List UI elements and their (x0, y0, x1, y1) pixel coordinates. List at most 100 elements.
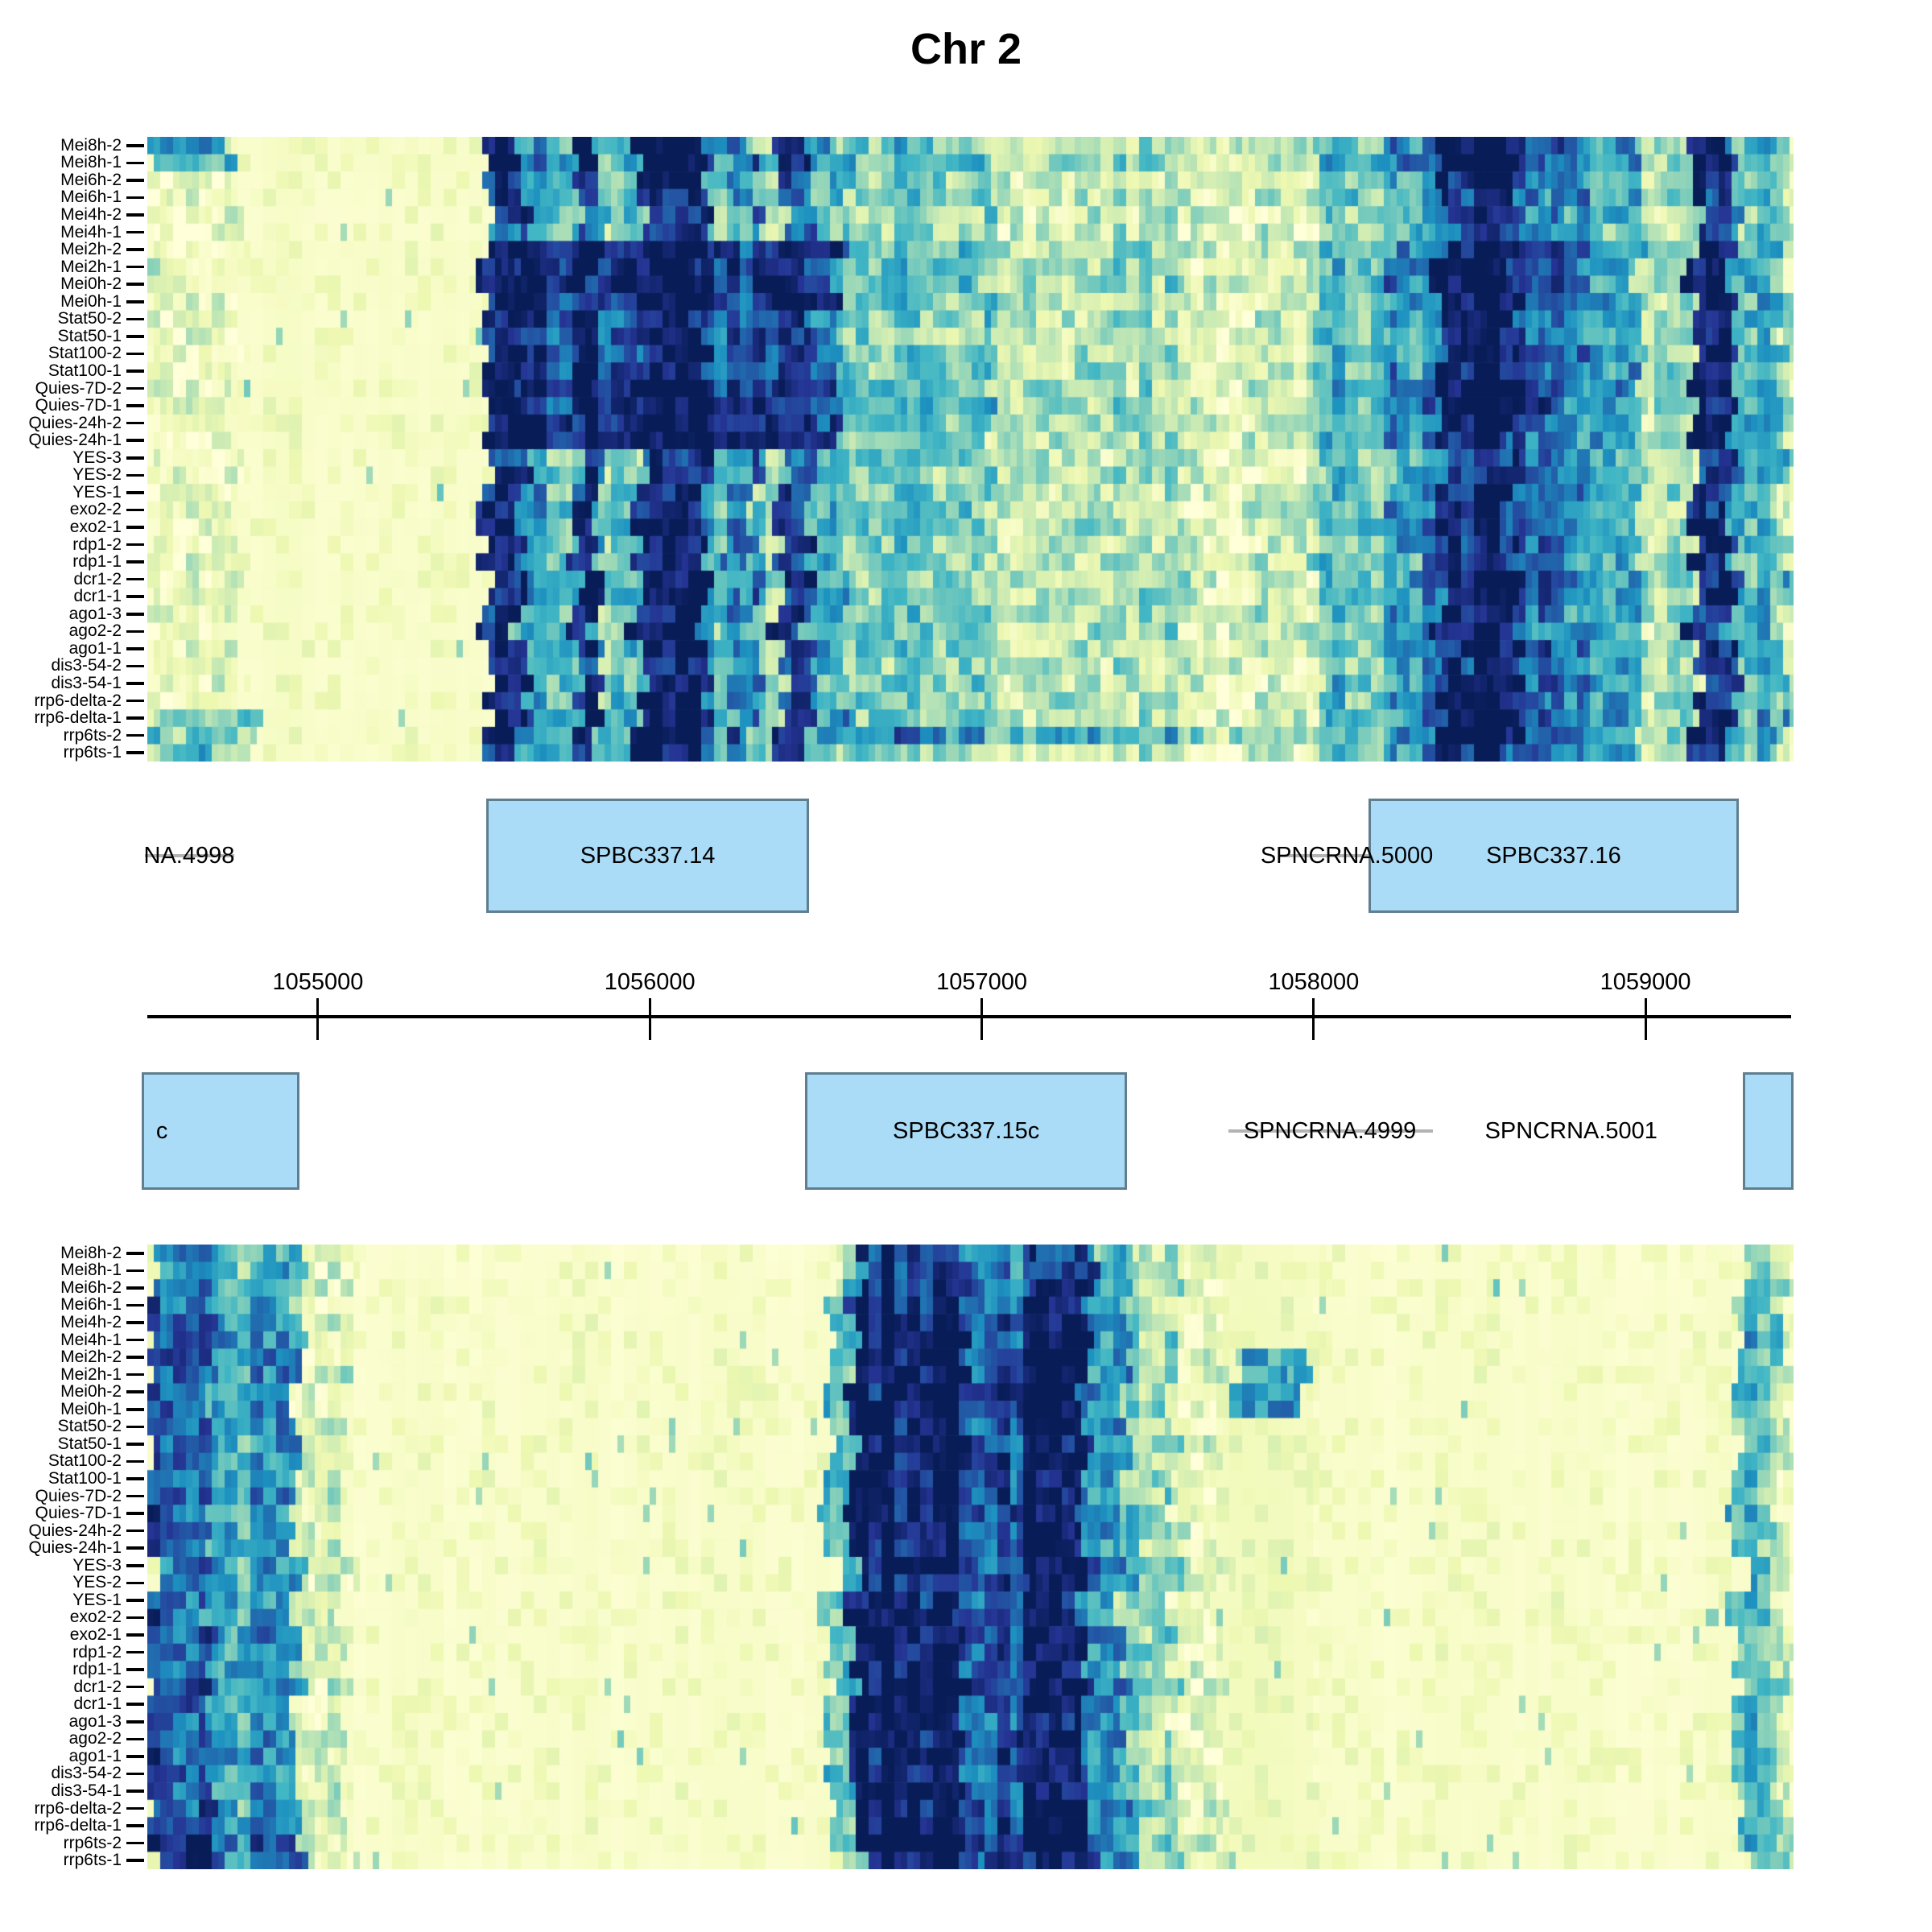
sample-label: Mei8h-2 (60, 1243, 122, 1262)
sample-label: ago1-1 (68, 1746, 122, 1765)
sample-label: ago1-1 (68, 638, 122, 658)
sample-label: dis3-54-1 (51, 1781, 122, 1800)
gene-line-SPNCRNA.4999 (1228, 1129, 1433, 1133)
sample-label: Mei2h-2 (60, 1348, 122, 1367)
gene-label-SPBC337.14: SPBC337.14 (580, 843, 716, 869)
sample-label: Stat50-1 (57, 1434, 122, 1453)
row-tick (126, 230, 144, 234)
sample-label: rrp6ts-2 (63, 1833, 122, 1852)
axis-line (147, 1015, 1791, 1018)
sample-label: Quies-24h-1 (28, 1538, 122, 1558)
axis-tick (648, 998, 651, 1040)
sample-label: Quies-7D-2 (35, 1486, 122, 1505)
row-tick (126, 1599, 144, 1602)
axis-tick (1312, 998, 1315, 1040)
gene-label-SPBC337.16: SPBC337.16 (1486, 843, 1621, 869)
sample-label: Stat50-2 (57, 1417, 122, 1436)
sample-label: Mei4h-2 (60, 1313, 122, 1331)
sample-label: YES-1 (72, 1590, 122, 1609)
row-tick (126, 196, 144, 200)
sample-label: ago1-3 (68, 1711, 122, 1731)
sample-label: rrp6-delta-1 (34, 1816, 122, 1835)
row-tick (126, 577, 144, 581)
sample-label: Quies-24h-1 (28, 431, 122, 450)
sample-label: rrp6-delta-1 (34, 708, 122, 728)
sample-label: YES-1 (72, 482, 122, 502)
axis-tick (1644, 998, 1647, 1040)
sample-label: YES-2 (72, 465, 122, 485)
axis-tick-label: 1058000 (1268, 969, 1360, 995)
row-tick (126, 317, 144, 321)
row-tick (126, 647, 144, 650)
row-tick (126, 526, 144, 529)
row-tick (126, 1859, 144, 1862)
row-tick (126, 1425, 144, 1429)
axis-tick-label: 1057000 (936, 969, 1027, 995)
row-tick (126, 491, 144, 494)
sample-label: Mei0h-2 (60, 275, 122, 294)
row-tick (126, 1494, 144, 1498)
row-tick (126, 1616, 144, 1620)
sample-label: Mei6h-2 (60, 170, 122, 189)
sample-label: Mei8h-1 (60, 1261, 122, 1280)
sample-label: dis3-54-1 (51, 674, 122, 692)
sample-label: Quies-7D-1 (35, 396, 122, 415)
axis-tick-label: 1059000 (1600, 969, 1691, 995)
row-tick (126, 213, 144, 217)
gene-label-c: c (155, 1118, 168, 1144)
axis-tick (316, 998, 320, 1040)
sample-label: dcr1-2 (73, 1677, 122, 1696)
row-tick (126, 1581, 144, 1585)
row-tick (126, 1408, 144, 1411)
sample-label: Mei6h-1 (60, 1295, 122, 1315)
row-tick (126, 1373, 144, 1377)
gene-box (1742, 1072, 1794, 1190)
gene-box-c (142, 1072, 299, 1190)
row-tick (126, 1790, 144, 1793)
row-tick (126, 1269, 144, 1273)
row-tick (126, 456, 144, 460)
row-tick (126, 1303, 144, 1307)
sample-label: dis3-54-2 (51, 1764, 122, 1783)
row-tick (126, 613, 144, 616)
row-tick (126, 733, 144, 737)
sample-label: exo2-2 (69, 500, 122, 519)
sample-label: rrp6-delta-2 (34, 1798, 122, 1818)
row-tick (126, 386, 144, 390)
sample-label: Quies-24h-2 (28, 413, 122, 432)
sample-label: ago2-2 (68, 621, 122, 641)
sample-label: rrp6ts-2 (63, 725, 122, 745)
axis-tick (980, 998, 984, 1040)
row-tick (126, 404, 144, 407)
row-tick (126, 439, 144, 442)
row-tick (126, 1668, 144, 1671)
sample-label: rrp6-delta-2 (34, 691, 122, 710)
row-tick (126, 1720, 144, 1724)
row-tick (126, 1546, 144, 1550)
row-tick (126, 751, 144, 754)
gene-box-SPBC337.14 (485, 799, 810, 913)
sample-label: Mei8h-1 (60, 153, 122, 172)
row-tick (126, 1806, 144, 1810)
sample-label: Mei0h-1 (60, 291, 122, 311)
gene-label-SPNCRNA.4999: SPNCRNA.4999 (1243, 1118, 1417, 1144)
sample-label: Quies-7D-1 (35, 1504, 122, 1523)
row-tick (126, 265, 144, 269)
sample-label: Mei4h-1 (60, 222, 122, 242)
sample-label: Mei4h-1 (60, 1330, 122, 1349)
sample-label: rdp1-1 (72, 1660, 122, 1679)
heatmap-lower-canvas (147, 1245, 1794, 1869)
sample-label: exo2-2 (69, 1608, 122, 1627)
row-tick (126, 248, 144, 251)
row-tick (126, 595, 144, 598)
sample-label: ago1-3 (68, 604, 122, 623)
row-tick (126, 1390, 144, 1393)
row-tick (126, 664, 144, 668)
sample-label: Mei6h-2 (60, 1278, 122, 1297)
row-tick (126, 1443, 144, 1446)
sample-label: exo2-1 (69, 518, 122, 536)
sample-label: Stat50-2 (57, 309, 122, 328)
sample-label: Stat100-1 (47, 1469, 122, 1488)
row-tick (126, 300, 144, 303)
sample-label: rrp6ts-1 (63, 743, 122, 762)
